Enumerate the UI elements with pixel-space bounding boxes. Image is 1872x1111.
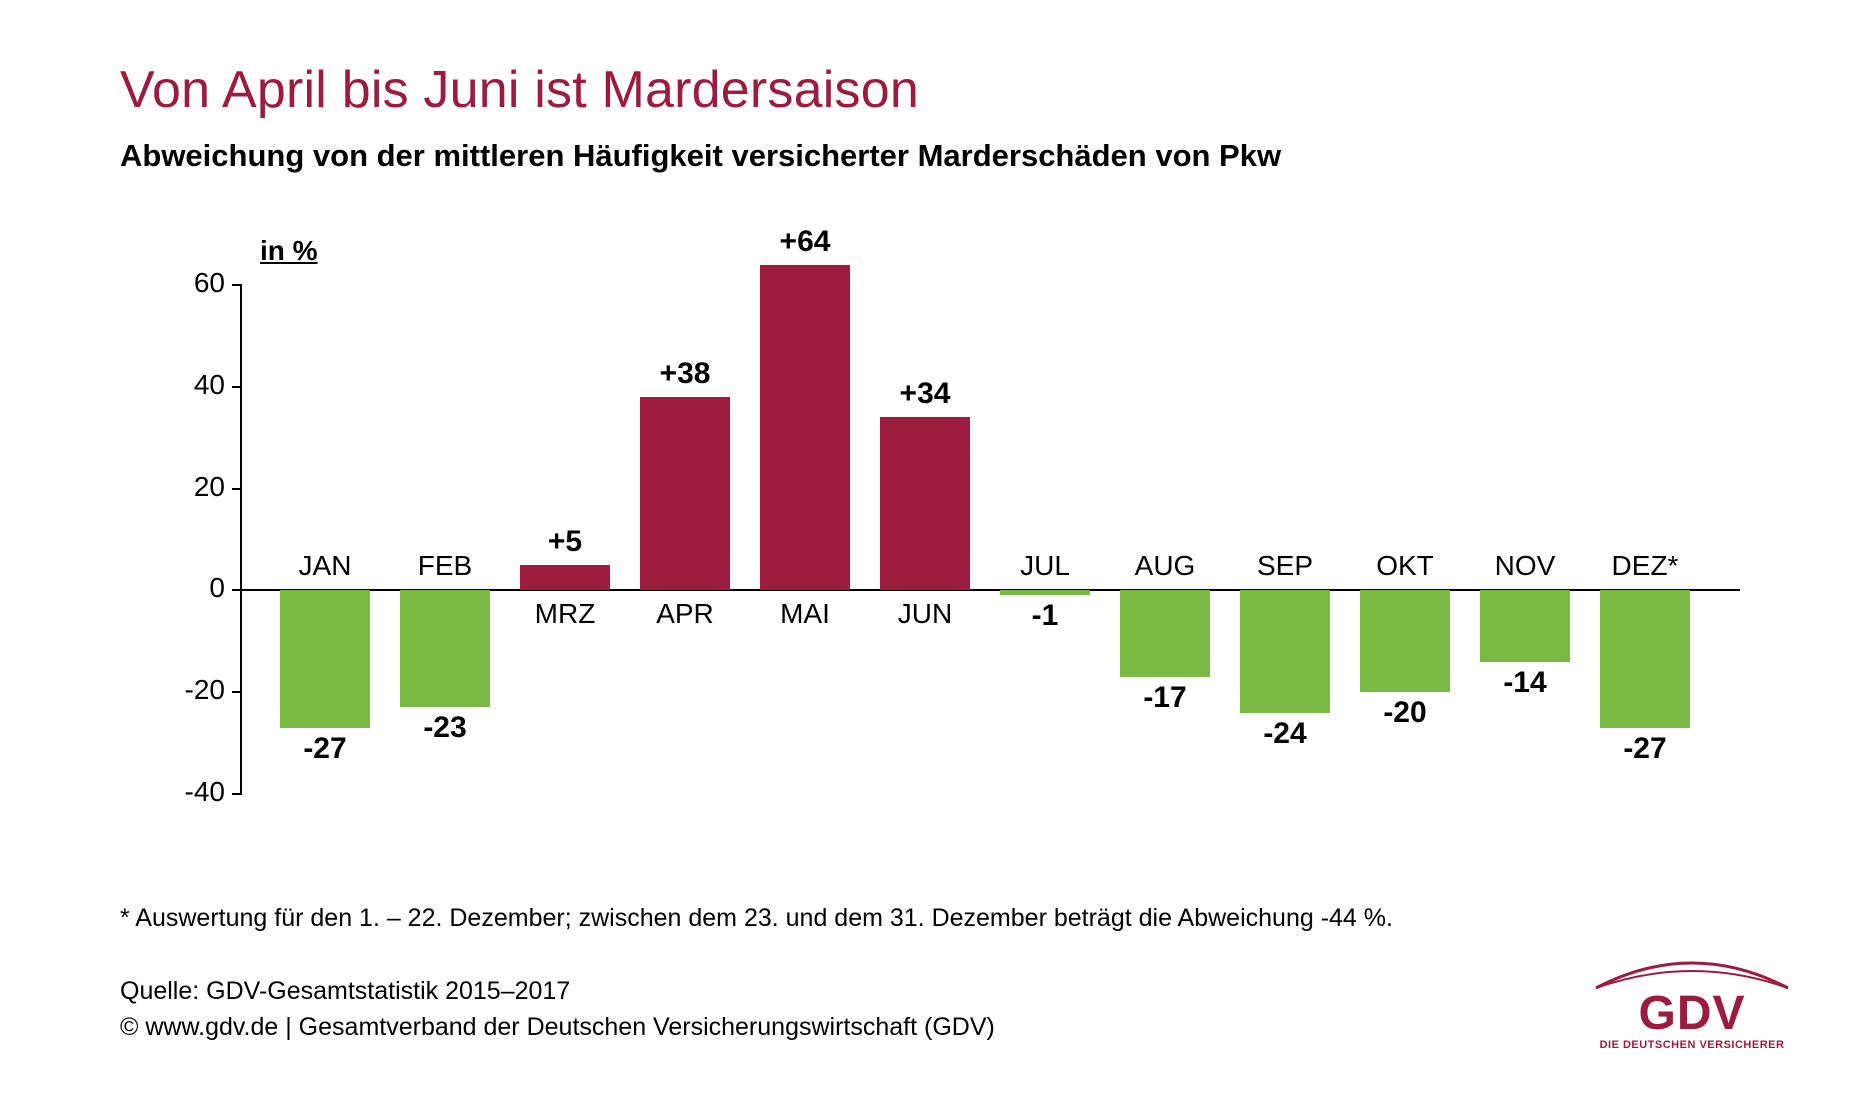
chart-title: Von April bis Juni ist Mardersaison — [120, 60, 1782, 120]
bar-value-label: -27 — [1580, 732, 1710, 766]
y-tick-mark — [232, 386, 242, 388]
y-axis-unit-label: in % — [260, 235, 318, 267]
footnote: * Auswertung für den 1. – 22. Dezember; … — [120, 904, 1782, 933]
y-axis-line — [240, 285, 242, 794]
bar-value-label: -17 — [1100, 681, 1230, 715]
bar-value-label: -23 — [380, 711, 510, 745]
bar-value-label: +38 — [620, 357, 750, 391]
bar-value-label: +5 — [500, 525, 630, 559]
bar — [1600, 590, 1690, 727]
month-label: FEB — [385, 550, 505, 582]
bar-value-label: -27 — [260, 732, 390, 766]
month-label: DEZ* — [1585, 550, 1705, 582]
month-label: JUL — [985, 550, 1105, 582]
bar-chart: in % 60 40 20 0 -20 -40 JAN -27 FEB -23 MRZ +5 APR +38… — [120, 214, 1780, 854]
month-label: JAN — [265, 550, 385, 582]
y-tick-label: 60 — [194, 267, 225, 299]
bar — [400, 590, 490, 707]
bar — [1240, 590, 1330, 712]
bar-value-label: -24 — [1220, 717, 1350, 751]
bar-value-label: -1 — [980, 599, 1110, 633]
y-tick-label: 0 — [209, 572, 225, 604]
bar — [1360, 590, 1450, 692]
y-tick-label: 40 — [194, 369, 225, 401]
month-label: OKT — [1345, 550, 1465, 582]
page-root: Von April bis Juni ist Mardersaison Abwe… — [0, 0, 1872, 1111]
bar — [640, 397, 730, 590]
source-line-1: Quelle: GDV-Gesamtstatistik 2015–2017 — [120, 973, 1782, 1009]
source-block: Quelle: GDV-Gesamtstatistik 2015–2017 © … — [120, 973, 1782, 1046]
y-tick-mark — [232, 284, 242, 286]
month-label: MAI — [745, 598, 865, 630]
bar — [280, 590, 370, 727]
bar — [1480, 590, 1570, 661]
source-line-2: © www.gdv.de | Gesamtverband der Deutsch… — [120, 1009, 1782, 1045]
bar-value-label: +34 — [860, 377, 990, 411]
y-tick-mark — [232, 793, 242, 795]
y-tick-label: -40 — [185, 776, 225, 808]
chart-subtitle: Abweichung von der mittleren Häufigkeit … — [120, 138, 1782, 174]
logo-subtext: DIE DEUTSCHEN VERSICHERER — [1592, 1039, 1792, 1051]
month-label: NOV — [1465, 550, 1585, 582]
bar-value-label: +64 — [740, 225, 870, 259]
month-label: JUN — [865, 598, 985, 630]
gdv-logo: GDV DIE DEUTSCHEN VERSICHERER — [1592, 952, 1792, 1051]
y-tick-label: 20 — [194, 471, 225, 503]
logo-text: GDV — [1592, 991, 1792, 1037]
month-label: SEP — [1225, 550, 1345, 582]
y-tick-mark — [232, 488, 242, 490]
bar-value-label: -20 — [1340, 696, 1470, 730]
y-tick-mark — [232, 691, 242, 693]
bar — [520, 565, 610, 590]
bar — [760, 265, 850, 591]
bar-value-label: -14 — [1460, 666, 1590, 700]
bar — [1120, 590, 1210, 677]
logo-arc-icon — [1592, 952, 1792, 992]
month-label: MRZ — [505, 598, 625, 630]
bar — [880, 417, 970, 590]
y-tick-label: -20 — [185, 674, 225, 706]
month-label: AUG — [1105, 550, 1225, 582]
month-label: APR — [625, 598, 745, 630]
bar — [1000, 590, 1090, 595]
